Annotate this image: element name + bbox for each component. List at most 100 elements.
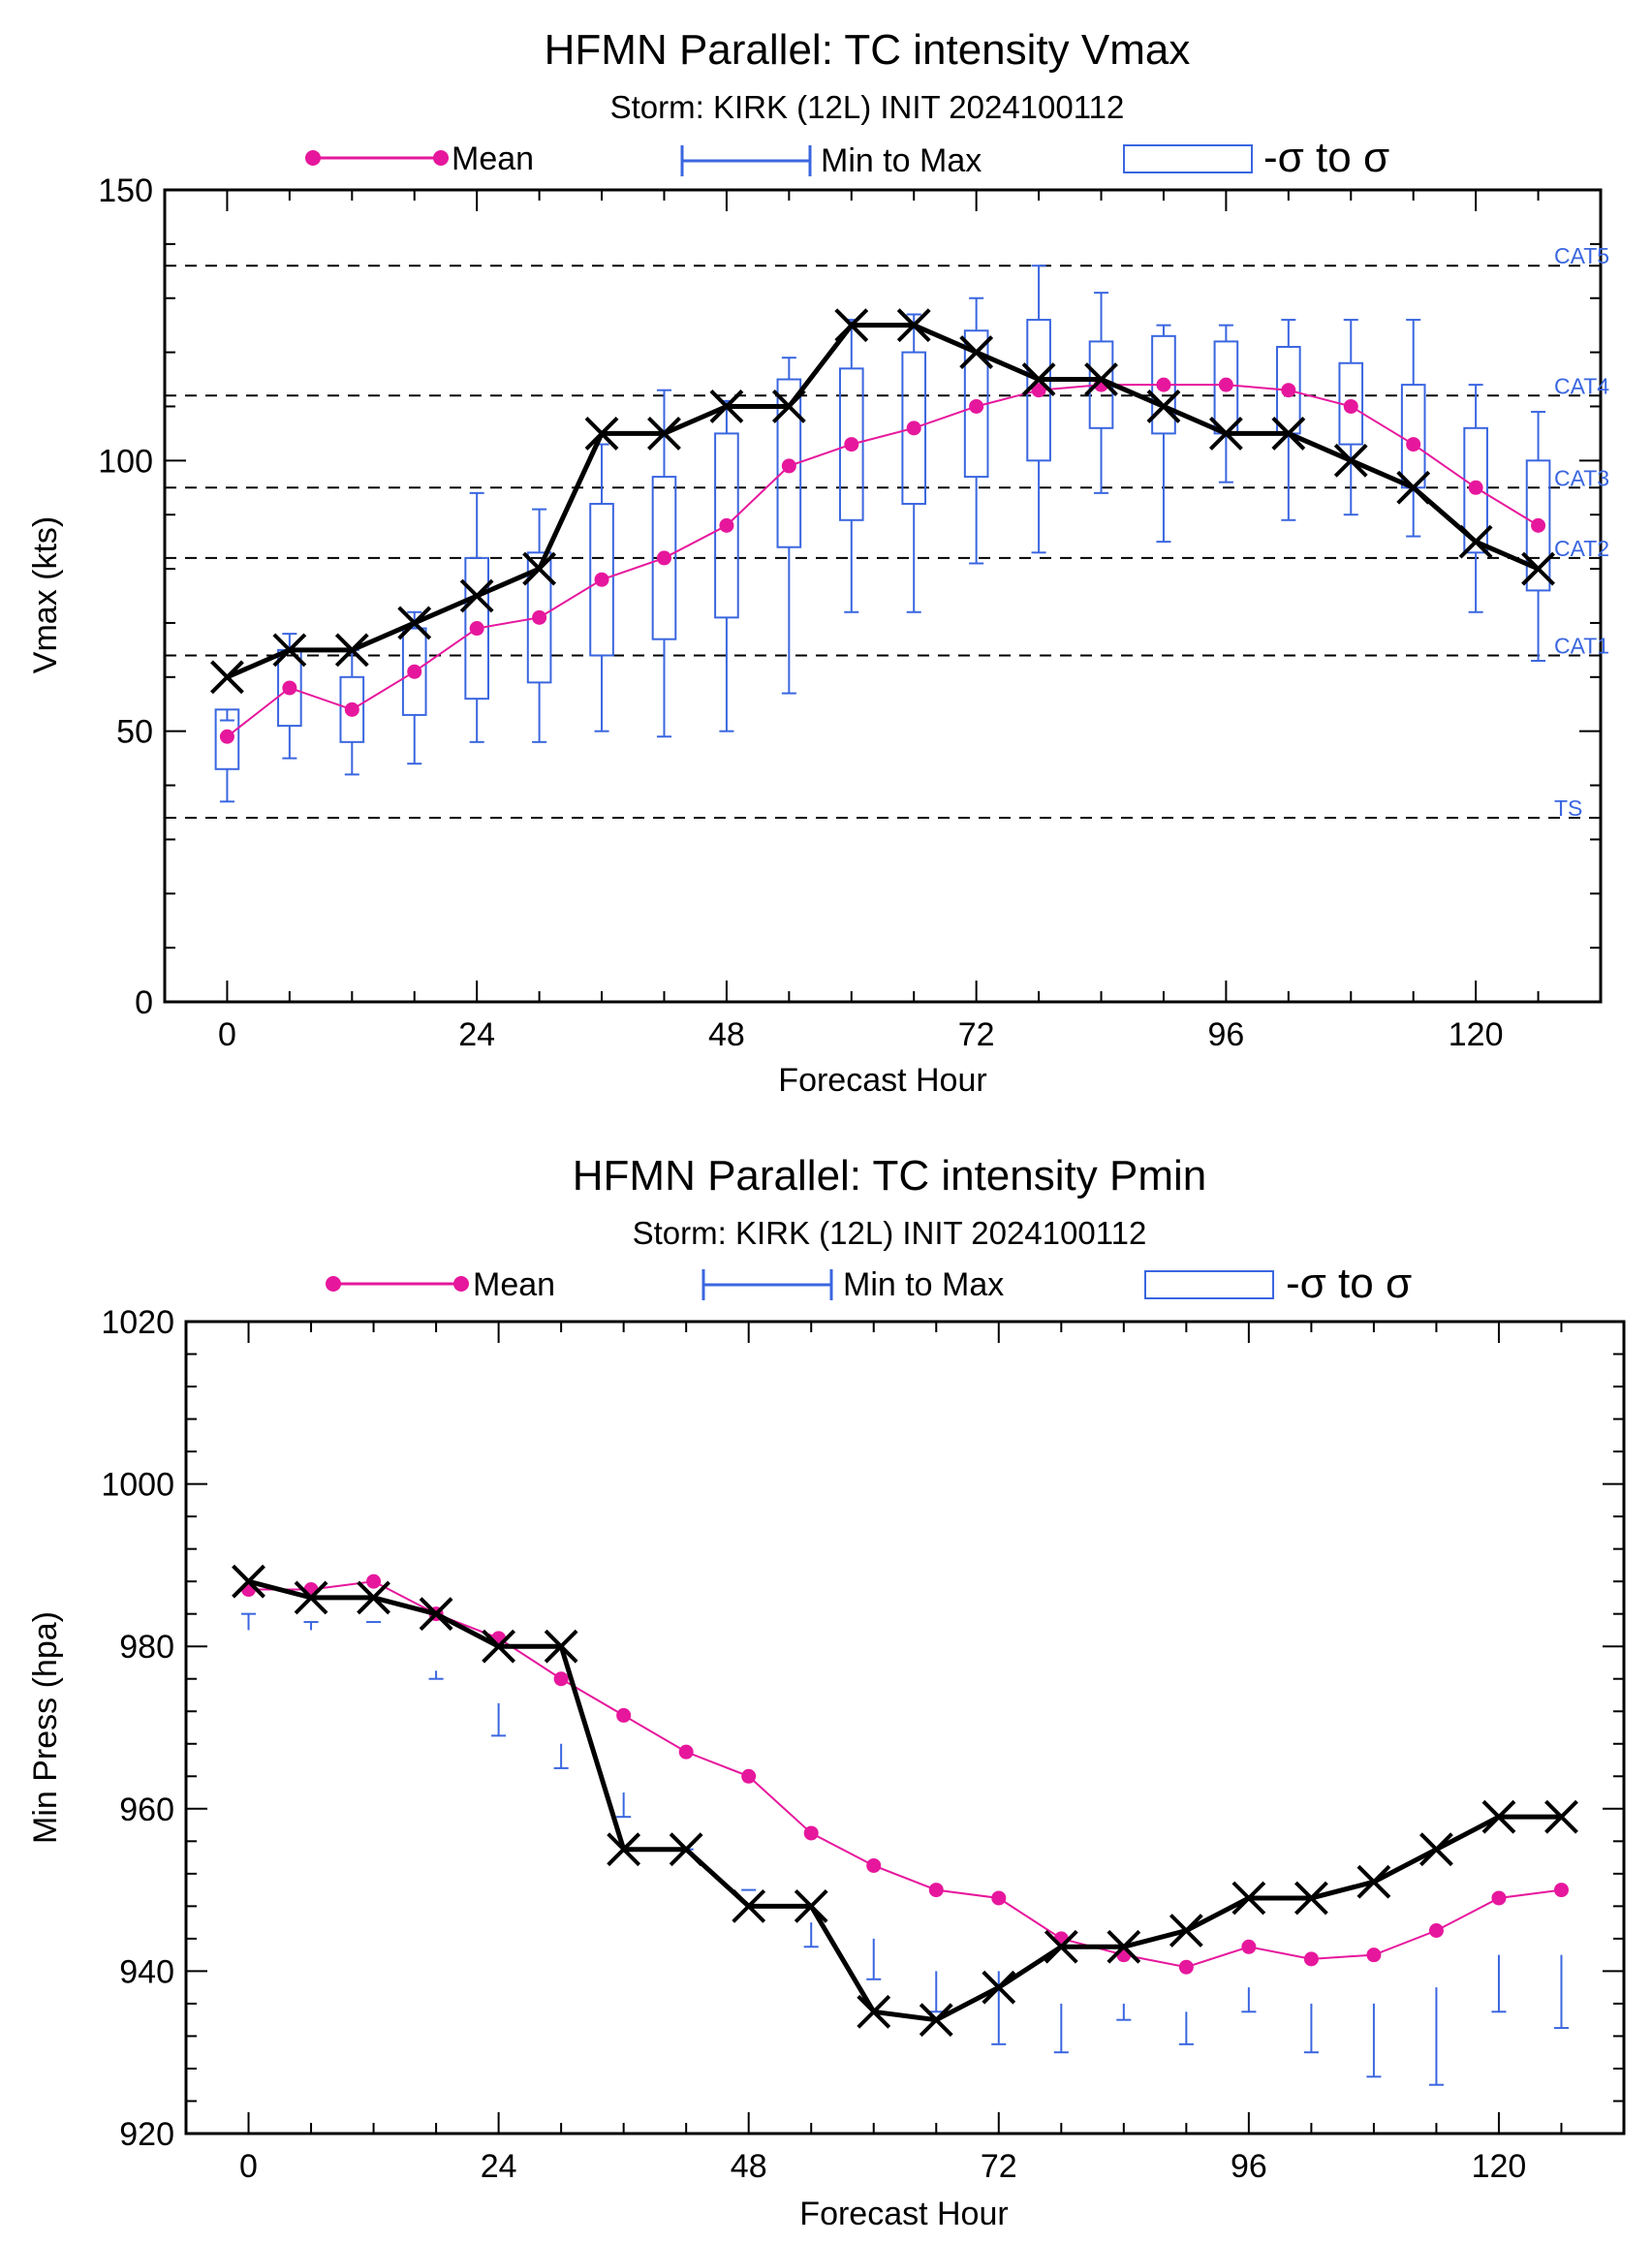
legend-mean-marker [305,150,321,166]
observed-point [544,1629,578,1664]
y-tick-label: 1000 [101,1467,174,1504]
observed-line [247,1578,1562,2023]
chart-title: HFMN Parallel: TC intensity Vmax [545,26,1191,74]
mean-point [1156,377,1171,392]
mean-point [906,421,921,436]
mean-point [1218,377,1233,392]
legend-range-label: Min to Max [843,1266,1004,1303]
observed-point [647,416,681,451]
reference-label-cat2: CAT2 [1554,536,1609,561]
legend-sigma-label: -σ to σ [1286,1260,1412,1307]
legend-sigma: -σ to σ [1144,1260,1412,1307]
legend-sigma-box [1123,144,1253,173]
mean-line [248,1580,1562,1969]
legend-min-to-max: Min to Max [680,142,982,179]
mean-point [594,572,609,587]
observed-point [959,335,994,370]
observed-point [1208,416,1243,451]
sigma-boxes [214,265,1551,803]
observed-point [1146,390,1181,423]
mean-point [616,1707,632,1723]
x-axis-label: Forecast Hour [778,1062,986,1099]
observed-point [522,551,557,586]
y-tick-label: 920 [119,2116,174,2153]
mean-point [866,1857,882,1873]
y-tick-label: 960 [119,1792,174,1828]
mean-point [1406,437,1421,452]
reference-label-ts: TS [1554,795,1582,821]
observed-point [1169,1914,1203,1948]
mean-point [741,1768,757,1784]
mean-point [532,609,547,625]
mean-point [781,458,796,474]
observed-point [419,1597,453,1632]
mean-point [1303,1951,1319,1967]
legend-mean: Mean [326,1266,555,1303]
mean-point [219,729,234,744]
mean-point [469,621,484,637]
y-tick-label: 980 [119,1629,174,1666]
observed-point [1356,1864,1391,1899]
observed-point [982,1970,1016,2005]
observed-point [334,633,369,668]
observed-point [919,2003,953,2038]
y-tick-label: 0 [135,984,153,1021]
x-tick-label: 96 [1231,2148,1267,2185]
chart-pmin: HFMN Parallel: TC intensity Pmin Storm: … [27,1152,1626,2232]
observed-point [669,1832,703,1867]
mean-line [226,384,1540,738]
x-tick-label: 72 [958,1016,995,1053]
observed-point [1396,470,1431,505]
legend-sigma: -σ to σ [1123,134,1389,181]
mean-point [1553,1883,1569,1898]
x-tick-label: 24 [458,1016,495,1053]
x-tick-label: 0 [218,1016,236,1053]
mean-point [344,701,359,717]
observed-point [1521,551,1555,586]
reference-label-cat3: CAT3 [1554,465,1609,490]
axis-ticks: 0 24 48 72 96 120 0 50 100 150 [98,172,1601,1053]
mean-point [1531,517,1546,533]
observed-point [584,416,619,451]
observed-point [732,1888,766,1923]
observed-point [1231,1881,1266,1916]
x-tick-label: 120 [1449,1016,1504,1053]
plot-frame [163,188,1603,1004]
mean-point [991,1890,1007,1906]
observed-point [896,308,931,343]
mean-point [282,680,297,696]
chart-subtitle: Storm: KIRK (12L) INIT 2024100112 [610,89,1125,125]
mean-series [241,1574,1569,1975]
observed-point [482,1629,516,1664]
observed-point [1021,362,1056,396]
observed-point [607,1832,641,1867]
x-tick-label: 72 [981,2148,1017,2185]
observed-point [272,633,307,668]
mean-point [928,1883,944,1898]
chart-legend: Mean Min to Max -σ to σ [305,134,1389,181]
x-tick-label: 48 [708,1016,745,1053]
observed-point [771,390,806,423]
sigma-box [1400,384,1426,489]
observed-point [210,660,244,695]
observed-point [397,606,432,640]
mean-point [803,1825,819,1841]
legend-sigma-label: -σ to σ [1263,134,1389,181]
observed-point [1481,1799,1516,1834]
chart-title: HFMN Parallel: TC intensity Pmin [573,1152,1206,1200]
chart-subtitle: Storm: KIRK (12L) INIT 2024100112 [633,1215,1147,1251]
observed-point [834,308,869,343]
y-tick-label: 150 [98,172,153,209]
chart-legend: Mean Min to Max -σ to σ [326,1260,1412,1307]
observed-point [1044,1929,1078,1964]
x-tick-label: 96 [1207,1016,1244,1053]
sigma-boxes [240,1612,1570,2086]
observed-point [857,1994,891,2029]
x-tick-label: 48 [731,2148,767,2185]
legend-mean-marker [433,150,449,166]
observed-point [459,578,494,613]
y-tick-label: 940 [119,1953,174,1990]
y-axis-label: Min Press (hpa) [27,1611,64,1844]
mean-point [407,664,422,679]
observed-point [794,1888,828,1923]
